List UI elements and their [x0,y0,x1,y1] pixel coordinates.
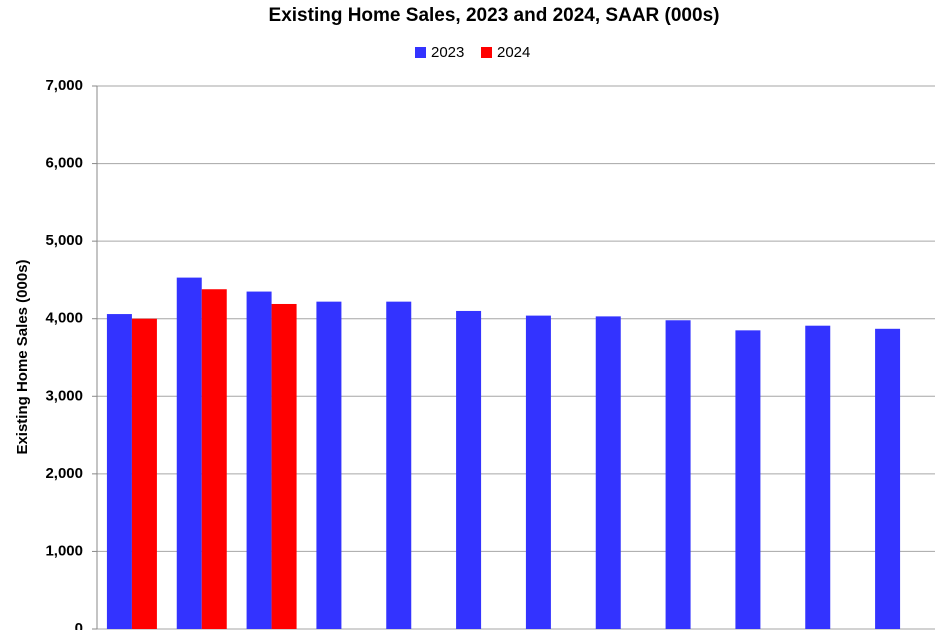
y-tick-label: 5,000 [45,232,83,249]
bar [106,314,132,629]
y-tick-label: 7,000 [45,77,83,94]
bar [665,320,691,629]
legend-label: 2023 [431,44,464,61]
bar [456,310,482,629]
y-axis-label: Existing Home Sales (000s) [14,259,31,454]
bar [246,291,272,629]
legend-swatch [481,47,492,58]
y-tick-label: 6,000 [45,155,83,172]
chart-title: Existing Home Sales, 2023 and 2024, SAAR… [269,5,720,26]
y-tick-label: 1,000 [45,542,83,559]
bar [595,316,621,629]
y-tick-label: 0 [75,620,83,630]
bar [875,328,901,629]
y-tick-label: 2,000 [45,465,83,482]
legend-swatch [415,47,426,58]
bar [316,301,342,629]
bar [525,315,551,629]
bar [271,303,297,629]
bar [131,318,157,629]
legend-label: 2024 [497,44,530,61]
bar [386,301,412,629]
bar [735,330,761,629]
bar [805,325,831,629]
y-tick-label: 3,000 [45,387,83,404]
bar [201,289,227,629]
y-tick-label: 4,000 [45,310,83,327]
bar [176,277,202,629]
